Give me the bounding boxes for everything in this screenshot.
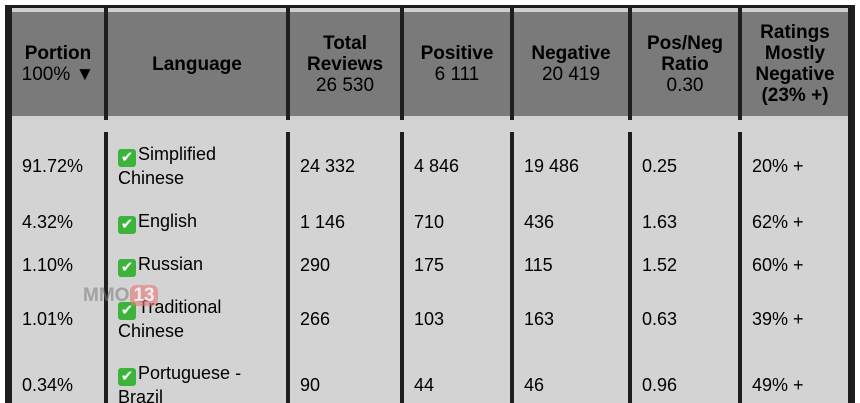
rating-cell: 49% + [742, 352, 848, 403]
review-language-table: Portion 100% ▼ Language Total Reviews 26… [8, 8, 852, 403]
language-cell: ✔ Russian [108, 244, 286, 286]
portion-cell: 91.72% [12, 132, 104, 200]
check-icon: ✔ [118, 259, 136, 277]
total-reviews-header[interactable]: Total Reviews 26 530 [290, 8, 400, 120]
rating-cell: 62% + [742, 200, 848, 244]
positive-cell: 44 [404, 352, 510, 403]
language-cell: ✔ Traditional Chinese [108, 286, 286, 352]
negative-cell: 46 [514, 352, 628, 403]
portion-cell: 1.01% [12, 286, 104, 352]
positive-header[interactable]: Positive 6 111 [404, 8, 510, 120]
ratio-cell: 0.25 [632, 132, 738, 200]
negative-cell: 436 [514, 200, 628, 244]
table-row: 0.34% ✔ Portuguese - Brazil 90 44 46 0.96… [12, 352, 848, 403]
watermark-logo: MMO 13 [83, 285, 158, 307]
total-cell: 290 [290, 244, 400, 286]
check-icon: ✔ [118, 368, 136, 386]
language-cell: ✔ Portuguese - Brazil [108, 352, 286, 403]
table-header-row: Portion 100% ▼ Language Total Reviews 26… [12, 8, 848, 120]
portion-cell: 0.34% [12, 352, 104, 403]
ratio-header[interactable]: Pos/Neg Ratio 0.30 [632, 8, 738, 120]
positive-cell: 4 846 [404, 132, 510, 200]
check-icon: ✔ [118, 149, 136, 167]
review-table-frame: Portion 100% ▼ Language Total Reviews 26… [5, 5, 855, 403]
ratio-cell: 0.96 [632, 352, 738, 403]
ratio-cell: 0.63 [632, 286, 738, 352]
ratio-cell: 1.52 [632, 244, 738, 286]
language-header[interactable]: Language [108, 8, 286, 120]
total-cell: 90 [290, 352, 400, 403]
ratio-cell: 1.63 [632, 200, 738, 244]
total-cell: 266 [290, 286, 400, 352]
total-cell: 24 332 [290, 132, 400, 200]
positive-cell: 175 [404, 244, 510, 286]
table-row: 4.32% ✔ English 1 146 710 436 1.63 62% + [12, 200, 848, 244]
negative-header[interactable]: Negative 20 419 [514, 8, 628, 120]
rating-cell: 60% + [742, 244, 848, 286]
negative-cell: 115 [514, 244, 628, 286]
positive-cell: 710 [404, 200, 510, 244]
portion-header[interactable]: Portion 100% ▼ [12, 8, 104, 120]
watermark-badge: 13 [130, 285, 158, 306]
check-icon: ✔ [118, 302, 136, 320]
language-cell: ✔ Simplified Chinese [108, 132, 286, 200]
rating-cell: 39% + [742, 286, 848, 352]
table-row: 91.72% ✔ Simplified Chinese 24 332 4 846 … [12, 132, 848, 200]
positive-cell: 103 [404, 286, 510, 352]
check-icon: ✔ [118, 216, 136, 234]
portion-cell: 4.32% [12, 200, 104, 244]
ratings-header[interactable]: Ratings Mostly Negative (23% +) [742, 8, 848, 120]
negative-cell: 19 486 [514, 132, 628, 200]
rating-cell: 20% + [742, 132, 848, 200]
negative-cell: 163 [514, 286, 628, 352]
total-cell: 1 146 [290, 200, 400, 244]
language-cell: ✔ English [108, 200, 286, 244]
table-row: 1.10% ✔ Russian 290 175 115 1.52 60% + [12, 244, 848, 286]
sort-indicator: 100% ▼ [21, 64, 95, 85]
portion-cell: 1.10% [12, 244, 104, 286]
table-row: 1.01% ✔ Traditional Chinese 266 103 163 0… [12, 286, 848, 352]
